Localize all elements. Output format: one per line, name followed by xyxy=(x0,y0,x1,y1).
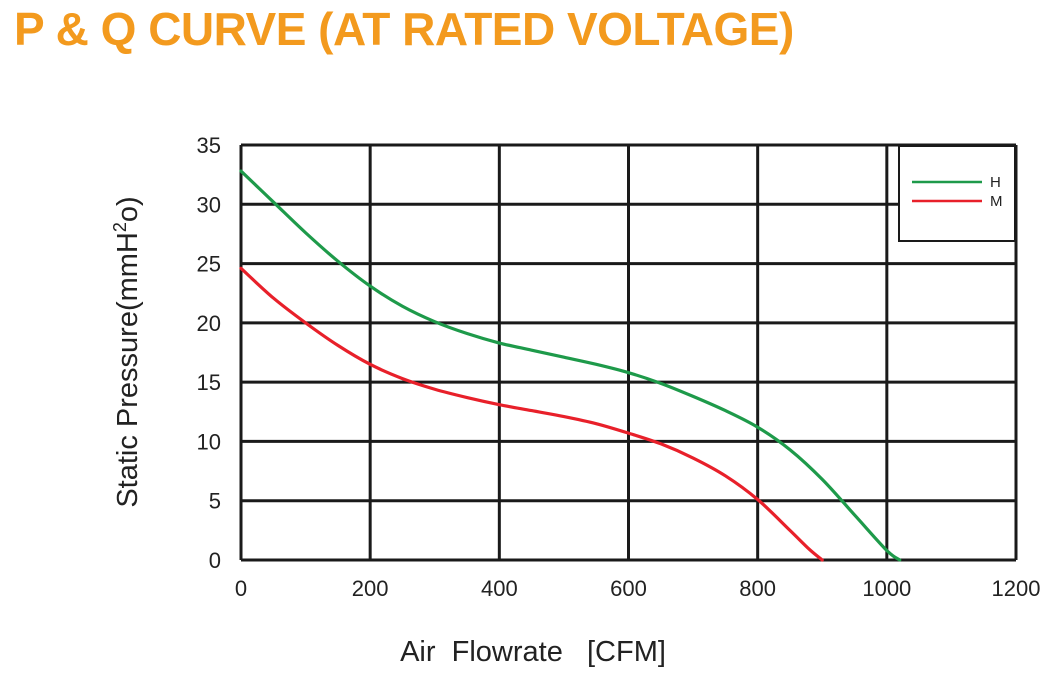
y-tick-label: 35 xyxy=(197,133,221,158)
grid-lines xyxy=(239,143,1018,562)
tick-labels: 0 200 400 600 800 1000 1200 0 5 10 15 20 25 30 35 xyxy=(197,133,1041,601)
y-axis-label-main: Static Pressure(mmH xyxy=(112,232,144,508)
x-tick-label: 1000 xyxy=(862,576,911,601)
legend-label-h: H xyxy=(990,174,1001,191)
x-tick-label: 400 xyxy=(481,576,518,601)
y-tick-label: 10 xyxy=(197,429,221,454)
x-tick-label: 600 xyxy=(610,576,647,601)
y-axis-label: Static Pressure(mmH2o) xyxy=(110,196,144,507)
x-tick-label: 200 xyxy=(352,576,389,601)
x-tick-label: 0 xyxy=(235,576,247,601)
legend: H M xyxy=(898,145,1016,242)
legend-box xyxy=(898,145,1016,242)
series-lines xyxy=(239,169,902,562)
y-tick-label: 15 xyxy=(197,370,221,395)
y-axis-label-end: o) xyxy=(112,196,144,222)
x-tick-label: 800 xyxy=(739,576,776,601)
page-title: P & Q CURVE (AT RATED VOLTAGE) xyxy=(14,3,794,55)
y-tick-label: 5 xyxy=(209,489,221,514)
x-axis-label: Air Flowrate [CFM] xyxy=(400,636,666,668)
x-tick-label: 1200 xyxy=(992,576,1041,601)
series-line-m xyxy=(239,266,824,562)
y-tick-label: 0 xyxy=(209,548,221,573)
series-line-h xyxy=(239,169,902,562)
legend-label-m: M xyxy=(990,193,1003,210)
y-tick-label: 30 xyxy=(197,192,221,217)
y-tick-label: 20 xyxy=(197,311,221,336)
y-tick-label: 25 xyxy=(197,252,221,277)
y-axis-label-superscript: 2 xyxy=(110,222,130,232)
